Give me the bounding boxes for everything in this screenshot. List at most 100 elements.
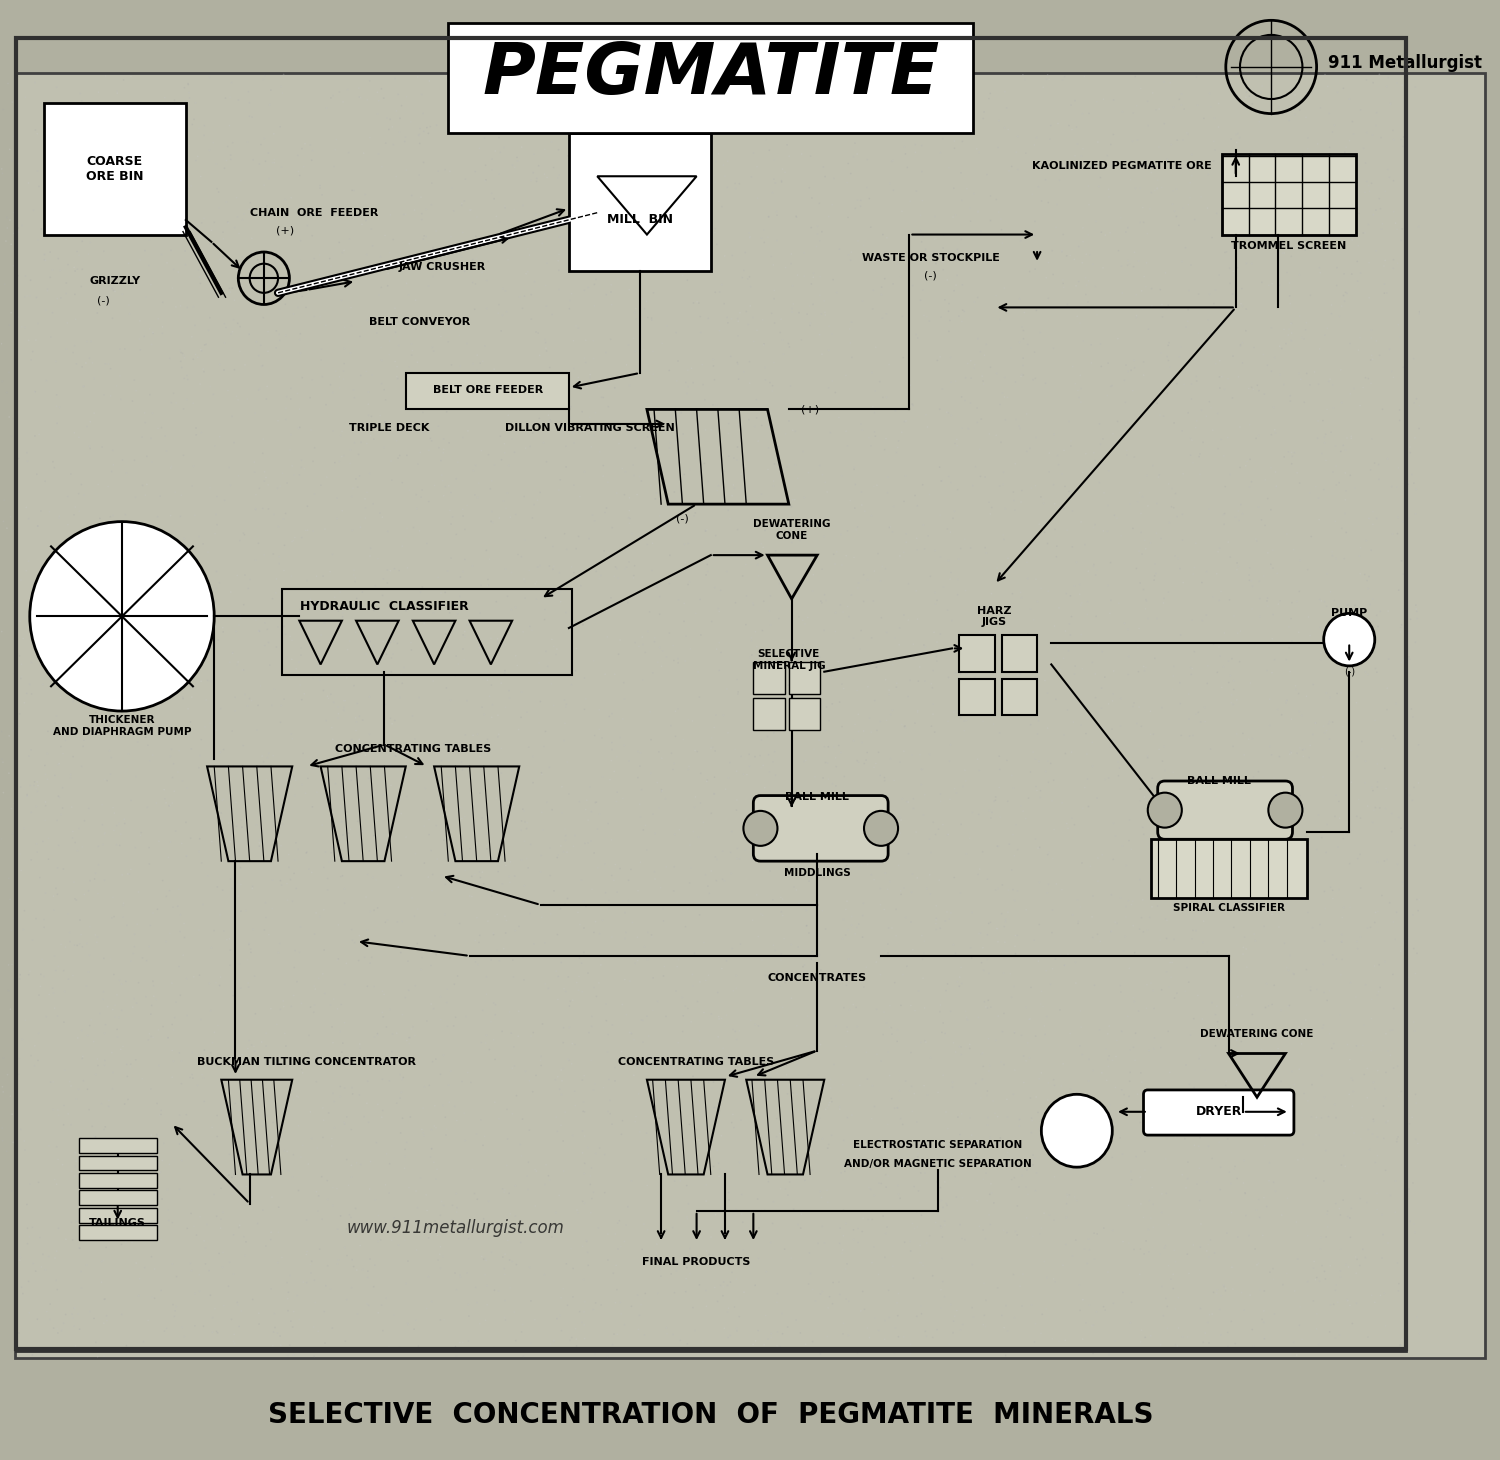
Point — [344, 1197, 368, 1221]
Point — [591, 385, 615, 409]
Point — [256, 142, 280, 165]
Point — [801, 580, 825, 603]
Point — [110, 539, 134, 562]
Point — [634, 289, 658, 312]
Point — [226, 1099, 251, 1123]
Point — [1353, 974, 1377, 997]
Point — [596, 1023, 619, 1047]
Point — [189, 212, 213, 235]
Point — [530, 1054, 554, 1077]
Point — [462, 298, 486, 321]
Point — [586, 1216, 610, 1240]
Point — [1170, 419, 1194, 442]
Point — [116, 1181, 140, 1204]
Point — [573, 1152, 597, 1175]
Point — [896, 279, 920, 302]
Point — [724, 177, 748, 200]
Point — [1251, 1223, 1275, 1247]
Point — [495, 76, 519, 99]
Point — [928, 1175, 952, 1199]
Point — [1137, 1040, 1161, 1063]
Point — [669, 1169, 693, 1193]
Point — [140, 426, 164, 450]
Point — [348, 1032, 372, 1056]
Point — [873, 267, 897, 291]
Point — [448, 584, 472, 607]
Point — [478, 510, 502, 533]
Point — [756, 797, 780, 821]
Point — [822, 1053, 846, 1076]
Point — [634, 1004, 658, 1028]
Point — [564, 612, 588, 635]
Point — [650, 1139, 674, 1162]
Point — [994, 1294, 1018, 1317]
Point — [531, 1012, 555, 1035]
Point — [1107, 756, 1131, 780]
Point — [255, 1104, 279, 1127]
Point — [1086, 130, 1110, 153]
Point — [84, 603, 108, 626]
Point — [1258, 714, 1282, 737]
Point — [909, 219, 933, 242]
Point — [936, 549, 960, 572]
Point — [24, 286, 48, 310]
Point — [918, 310, 942, 333]
Point — [1010, 479, 1034, 502]
Point — [678, 1261, 702, 1285]
Point — [724, 667, 748, 691]
Point — [33, 762, 57, 785]
Point — [1180, 657, 1204, 680]
Point — [300, 149, 324, 172]
Point — [576, 276, 600, 299]
Point — [639, 1094, 663, 1117]
Point — [1233, 1181, 1257, 1204]
Point — [154, 791, 178, 815]
Point — [846, 1231, 870, 1254]
Point — [100, 504, 124, 527]
Point — [1257, 1150, 1281, 1174]
Point — [291, 366, 315, 390]
Point — [1342, 594, 1366, 618]
Point — [1263, 418, 1287, 441]
Point — [33, 569, 57, 593]
Point — [346, 442, 370, 466]
Point — [0, 750, 15, 774]
Point — [39, 629, 63, 653]
Point — [1330, 715, 1354, 739]
Point — [63, 308, 87, 331]
Point — [993, 1343, 1017, 1367]
Point — [384, 312, 408, 336]
Point — [1156, 581, 1180, 604]
Point — [1136, 607, 1160, 631]
Point — [321, 85, 345, 108]
Point — [1134, 597, 1158, 620]
Point — [951, 104, 975, 127]
Point — [398, 232, 422, 256]
Point — [842, 546, 866, 569]
Point — [847, 638, 871, 661]
Point — [856, 1175, 880, 1199]
Point — [450, 1070, 474, 1094]
Point — [729, 933, 753, 956]
Point — [1401, 705, 1425, 729]
Point — [1378, 1184, 1402, 1207]
Point — [358, 629, 382, 653]
Point — [1131, 888, 1155, 911]
Point — [1220, 1200, 1244, 1223]
Point — [1376, 158, 1400, 181]
Point — [606, 136, 630, 159]
Point — [1396, 507, 1420, 530]
Point — [393, 130, 417, 153]
Point — [441, 93, 465, 117]
Point — [288, 277, 312, 301]
Point — [226, 388, 251, 412]
Point — [45, 704, 69, 727]
Point — [1196, 821, 1219, 844]
Point — [574, 218, 598, 241]
Point — [1074, 273, 1098, 296]
Point — [816, 1096, 840, 1120]
Point — [1239, 470, 1263, 493]
Point — [1132, 264, 1156, 288]
Point — [321, 1082, 345, 1105]
Point — [634, 156, 658, 180]
